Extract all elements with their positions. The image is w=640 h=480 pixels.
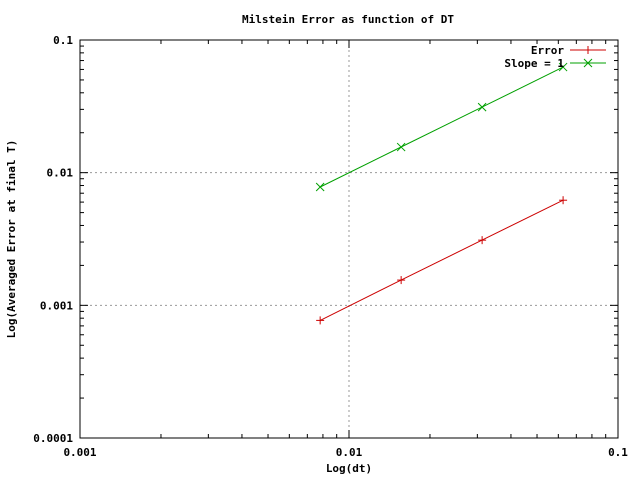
series-line-0 [319,199,564,321]
legend-marker-0 [584,46,592,54]
chart-title: Milstein Error as function of DT [242,13,454,26]
legend-label-1: Slope = 1 [504,57,564,70]
data-point-0-2 [478,236,487,245]
x-tick-label: 0.1 [608,446,628,459]
series-line-1 [319,66,564,188]
y-tick-label: 0.0001 [33,432,73,445]
x-axis-label: Log(dt) [326,462,372,475]
data-point-1-1 [396,142,406,152]
y-tick-label: 0.001 [40,299,73,312]
legend-marker-1 [583,58,593,68]
y-axis-label: Log(Averaged Error at final T) [5,140,18,339]
series-layer [315,62,568,325]
y-tick-label: 0.1 [53,34,73,47]
x-tick-label: 0.01 [336,446,363,459]
plot-frame [79,39,619,439]
data-point-1-0 [315,182,325,192]
data-point-1-3 [558,62,568,72]
data-point-0-1 [397,276,406,285]
y-tick-label: 0.01 [47,167,74,180]
data-point-0-0 [316,316,325,325]
data-point-1-2 [477,102,487,112]
grid [80,40,618,438]
x-tick-label: 0.001 [63,446,96,459]
legend-label-0: Error [531,44,564,57]
data-point-0-3 [559,196,568,205]
